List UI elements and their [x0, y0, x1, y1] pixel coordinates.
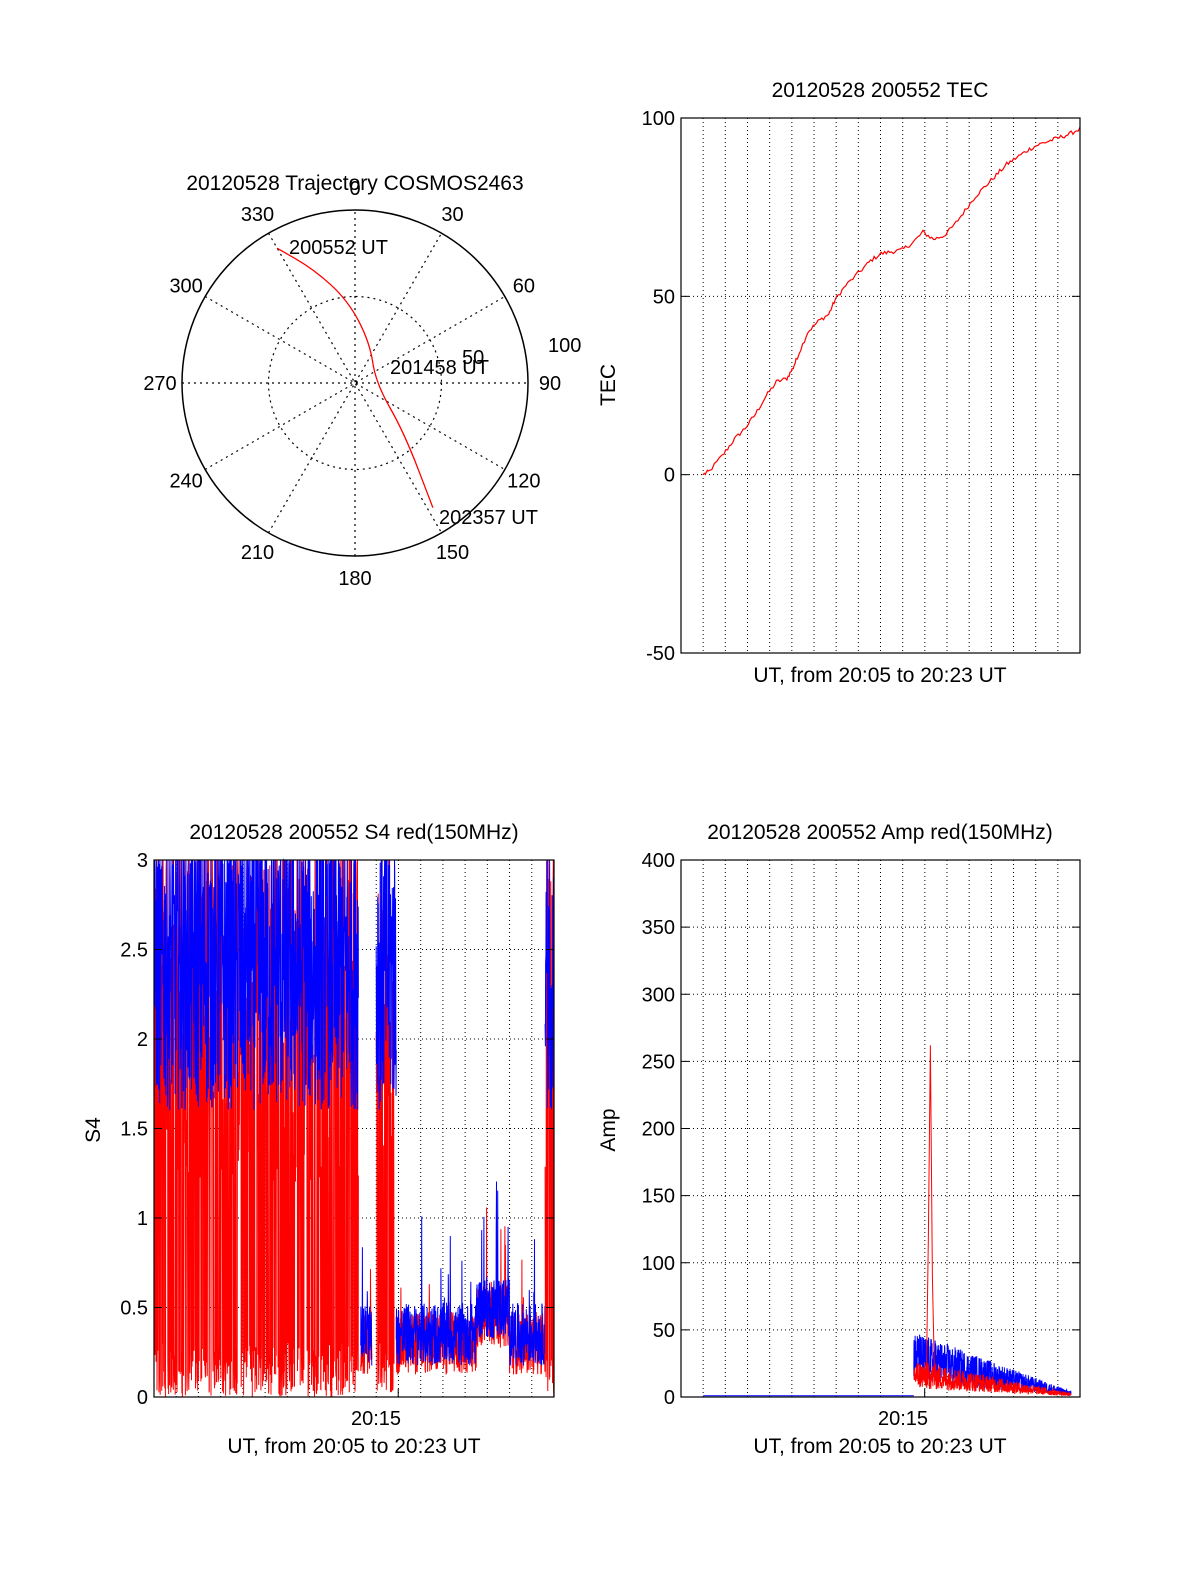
polar-spoke [267, 232, 443, 534]
tec-xlabel: UT, from 20:05 to 20:23 UT [753, 664, 1006, 687]
polar-angle-label: 120 [507, 471, 540, 493]
polar-angle-label: 90 [539, 373, 561, 395]
polar-angle-label: 330 [241, 204, 274, 226]
tec-ylabel: TEC [597, 364, 620, 406]
y-tick-label: 50 [653, 286, 675, 308]
trajectory-end-label: 202357 UT [439, 507, 538, 529]
y-tick-label: -50 [646, 643, 675, 665]
polar-angle-label: 150 [436, 542, 469, 564]
polar-title: 20120528 Trajectory COSMOS2463 [186, 172, 523, 195]
amp-xtick-label: 20:15 [878, 1408, 928, 1430]
s4-red-series [153, 859, 359, 1397]
polar-angle-label: 210 [241, 542, 274, 564]
y-tick-label: 400 [642, 850, 675, 872]
polar-angle-label: 180 [338, 568, 371, 590]
y-tick-label: 300 [642, 984, 675, 1006]
polar-angle-label: 300 [169, 276, 202, 298]
amp-xlabel: UT, from 20:05 to 20:23 UT [753, 1435, 1006, 1458]
y-tick-label: 1 [137, 1208, 148, 1230]
polar-angle-label: 30 [441, 204, 463, 226]
polar-angle-labels: 0 30 60 90 120 150 180 210 240 270 300 330 [143, 178, 561, 590]
s4-ylabel: S4 [82, 1117, 105, 1143]
y-tick-label: 2 [137, 1029, 148, 1051]
y-tick-label: 350 [642, 917, 675, 939]
y-tick-label: 150 [642, 1186, 675, 1208]
s4-series [153, 858, 555, 1397]
tec-title: 20120528 200552 TEC [772, 79, 989, 102]
y-tick-label: 0 [664, 465, 675, 487]
y-tick-label: 50 [653, 1320, 675, 1342]
tec-panel: 20120528 200552 TEC -50 0 50 100 UT, from 2… [597, 79, 1081, 687]
trajectory-mid-label: 201458 UT [390, 357, 489, 379]
y-tick-label: 2.5 [120, 940, 148, 962]
polar-angle-label: 240 [169, 471, 202, 493]
amp-red-spike [925, 1045, 935, 1377]
trajectory-line [276, 247, 434, 508]
y-tick-label: 100 [642, 108, 675, 130]
y-tick-label: 200 [642, 1119, 675, 1141]
y-tick-label: 250 [642, 1051, 675, 1073]
polar-radius-label-50: 50 [462, 347, 484, 369]
polar-spoke [204, 295, 506, 471]
tec-grid [681, 118, 1080, 653]
s4-blue-series [153, 858, 359, 1111]
polar-outer-circle [181, 209, 529, 557]
tec-frame [680, 117, 1081, 654]
amp-title: 20120528 200552 Amp red(150MHz) [707, 821, 1053, 844]
amp-grid [681, 860, 1080, 1397]
polar-angle-label: 270 [143, 373, 176, 395]
y-tick-label: 0.5 [120, 1298, 148, 1320]
y-tick-label: 100 [642, 1253, 675, 1275]
s4-xlabel: UT, from 20:05 to 20:23 UT [227, 1435, 480, 1458]
polar-grid [182, 210, 528, 556]
y-tick-label: 3 [137, 850, 148, 872]
s4-xtick-label: 20:15 [351, 1408, 401, 1430]
tec-series-line [702, 126, 1081, 476]
s4-title: 20120528 200552 S4 red(150MHz) [189, 821, 518, 844]
polar-spoke [204, 295, 506, 471]
s4-blue-series [395, 1181, 546, 1366]
y-tick-label: 0 [664, 1387, 675, 1409]
amp-ylabel: Amp [597, 1108, 620, 1151]
tec-y-ticks: -50 0 50 100 [642, 108, 1080, 665]
polar-ring-50 [267, 295, 443, 471]
s4-red-series [375, 859, 395, 1393]
trajectory-start-label: 200552 UT [289, 237, 388, 259]
amp-panel: 20120528 200552 Amp red(150MHz) 0 50 100 15… [597, 821, 1081, 1458]
amp-red-burst [913, 1361, 1072, 1397]
s4-panel: 20120528 200552 S4 red(150MHz) 0 0.5 1 1.5 2… [82, 821, 555, 1458]
s4-blue-series [375, 859, 397, 1110]
polar-spoke [267, 232, 443, 534]
polar-radius-label-100: 100 [548, 335, 581, 357]
amp-y-ticks: 0 50 100 150 200 250 300 350 400 [642, 850, 1080, 1409]
s4-blue-series [360, 1247, 373, 1366]
polar-angle-label: 60 [513, 276, 535, 298]
amp-series [703, 1045, 1072, 1397]
polar-angle-label: 0 [349, 178, 360, 200]
polar-panel: 20120528 Trajectory COSMOS2463 0 30 60 90 12… [143, 172, 581, 590]
y-tick-label: 0 [137, 1387, 148, 1409]
y-tick-label: 1.5 [120, 1119, 148, 1141]
s4-y-ticks: 0 0.5 1 1.5 2 2.5 3 [120, 850, 554, 1409]
